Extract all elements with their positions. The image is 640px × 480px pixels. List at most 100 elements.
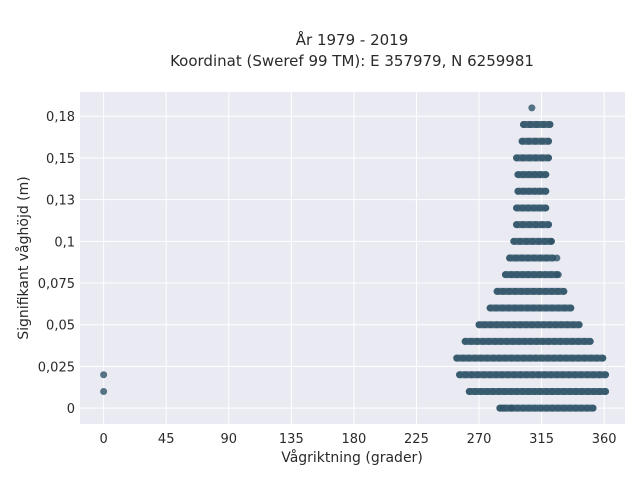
data-point	[536, 254, 544, 262]
data-point	[486, 371, 494, 379]
data-point	[590, 387, 598, 395]
data-point	[567, 304, 575, 312]
data-point	[100, 371, 108, 379]
data-point	[538, 221, 546, 229]
data-point	[542, 304, 550, 312]
data-point	[506, 254, 514, 262]
data-point	[566, 387, 574, 395]
data-point	[518, 204, 526, 212]
data-point	[526, 354, 534, 362]
y-axis-title: Signifikant våghöjd (m)	[15, 176, 32, 339]
data-point	[513, 387, 521, 395]
data-point	[499, 287, 507, 295]
y-axis-ticks: 0 0,025 0,05 0,075 0,1 0,13 0,15 0,18	[38, 110, 75, 417]
data-point	[543, 254, 551, 262]
data-point	[501, 271, 509, 279]
data-point	[532, 154, 540, 162]
chart-title-line-1: År 1979 - 2019	[296, 30, 409, 49]
x-tick-label: 180	[341, 432, 366, 447]
data-point	[520, 187, 528, 195]
y-tick-label: 0,18	[46, 110, 75, 125]
data-point	[536, 187, 544, 195]
y-tick-label: 0,15	[46, 152, 75, 167]
data-point	[473, 337, 481, 345]
data-point	[489, 354, 497, 362]
data-point	[520, 354, 528, 362]
data-point	[529, 287, 537, 295]
data-points	[100, 104, 562, 412]
data-point	[568, 337, 576, 345]
data-point	[489, 387, 497, 395]
data-point	[525, 154, 533, 162]
data-point	[501, 387, 509, 395]
data-point	[524, 204, 532, 212]
data-point	[468, 371, 476, 379]
data-point	[517, 287, 525, 295]
data-point	[542, 404, 550, 412]
data-point	[507, 404, 515, 412]
data-point	[498, 371, 506, 379]
chart-title-line-2: Koordinat (Sweref 99 TM): E 357979, N 62…	[170, 52, 534, 70]
data-point	[529, 237, 537, 245]
data-point	[536, 287, 544, 295]
data-point	[499, 404, 507, 412]
data-point	[550, 337, 558, 345]
data-point	[541, 371, 549, 379]
data-point	[510, 371, 518, 379]
data-point	[519, 404, 527, 412]
data-point	[572, 404, 580, 412]
data-point	[513, 221, 521, 229]
data-point	[572, 387, 580, 395]
data-point	[547, 271, 555, 279]
data-point	[525, 221, 533, 229]
data-point	[483, 354, 491, 362]
y-tick-label: 0,075	[38, 277, 75, 292]
data-point	[477, 387, 485, 395]
data-point	[519, 387, 527, 395]
data-point	[531, 187, 539, 195]
data-point	[542, 387, 550, 395]
data-point	[513, 154, 521, 162]
data-point	[587, 354, 595, 362]
x-tick-label: 135	[279, 432, 304, 447]
x-tick-label: 225	[404, 432, 429, 447]
data-point	[514, 354, 522, 362]
data-point	[523, 287, 531, 295]
data-point	[495, 354, 503, 362]
data-point	[544, 354, 552, 362]
data-point	[491, 337, 499, 345]
x-tick-label: 360	[592, 432, 617, 447]
data-point	[554, 404, 562, 412]
data-point	[542, 187, 550, 195]
data-point	[522, 237, 530, 245]
data-point	[519, 271, 527, 279]
data-point	[510, 321, 518, 329]
x-tick-label: 270	[467, 432, 492, 447]
data-point	[517, 304, 525, 312]
data-point	[542, 204, 550, 212]
data-point	[569, 321, 577, 329]
data-point	[530, 254, 538, 262]
data-point	[545, 221, 553, 229]
data-point	[541, 237, 549, 245]
data-point	[574, 337, 582, 345]
data-point	[522, 371, 530, 379]
data-point	[530, 304, 538, 312]
data-point	[531, 137, 539, 145]
data-point	[465, 387, 473, 395]
data-point	[554, 287, 562, 295]
data-point	[515, 337, 523, 345]
data-point	[487, 321, 495, 329]
x-tick-label: 0	[99, 432, 107, 447]
x-tick-label: 315	[529, 432, 554, 447]
data-point	[530, 387, 538, 395]
x-axis-title: Vågriktning (grader)	[281, 449, 423, 466]
data-point	[505, 287, 513, 295]
y-tick-label: 0,1	[54, 235, 75, 250]
data-point	[519, 154, 527, 162]
data-point	[471, 354, 479, 362]
data-point	[538, 154, 546, 162]
data-point	[536, 304, 544, 312]
data-point	[508, 354, 516, 362]
